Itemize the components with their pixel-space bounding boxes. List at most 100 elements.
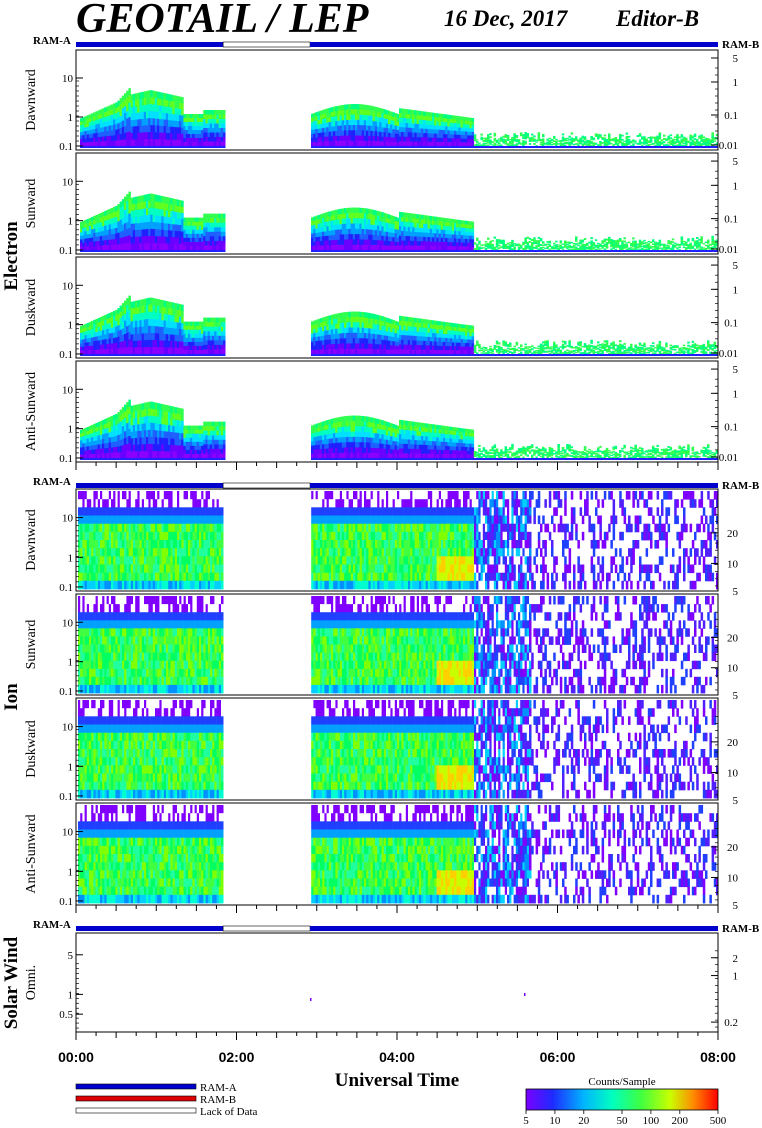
panel-groups: RAM-A RAM-B Electron 0.1 1 10 0.01 0.1 1 5 Dawnwar… bbox=[1, 35, 760, 1040]
chart-editor: Editor-B bbox=[615, 6, 699, 31]
solar-wind-omni-panel-right-tick-label: 1 bbox=[733, 971, 739, 983]
electron-sunward-panel-right-tick-label: 5 bbox=[733, 156, 739, 168]
ion-ram-bar: RAM-A RAM-B bbox=[33, 476, 760, 492]
electron-x-ticks bbox=[75, 461, 719, 470]
electron-ram-left-label: RAM-A bbox=[33, 35, 71, 47]
electron-sunward-panel-right-tick-label: 0.1 bbox=[724, 214, 738, 226]
electron-ram-right-label: RAM-B bbox=[722, 39, 760, 51]
ion-ram-right-label: RAM-B bbox=[722, 480, 760, 492]
electron-duskward-panel-left-tick-label: 0.1 bbox=[59, 349, 73, 361]
x-tick-label: 04:00 bbox=[379, 1049, 415, 1065]
ion-duskward-panel-frame bbox=[75, 697, 719, 801]
x-tick-label: 08:00 bbox=[700, 1049, 736, 1065]
ion-dawnward-panel-right-tick-label: 5 bbox=[733, 586, 739, 598]
solar-wind-omni-panel-left-tick-label: 0.5 bbox=[59, 1009, 73, 1021]
ion-dawnward-panel: 0.1 1 10 5 10 20 Dawnward bbox=[24, 488, 739, 598]
solar-wind-gap-segment bbox=[222, 925, 311, 932]
x-axis-label: Universal Time bbox=[335, 1070, 459, 1091]
electron-anti-sunward-panel-left-tick-label: 0.1 bbox=[59, 453, 73, 465]
electron-duskward-panel-right-tick-label: 5 bbox=[733, 260, 739, 272]
solar-wind-omni-panel: 0.5 1 5 0.2 1 2 Omni. bbox=[24, 932, 739, 1033]
electron-duskward-panel-frame bbox=[75, 256, 719, 359]
ion-gap-segment bbox=[222, 482, 311, 489]
ion-duskward-panel-right-tick-label: 20 bbox=[727, 737, 739, 749]
electron-anti-sunward-panel-left-tick-label: 1 bbox=[68, 424, 74, 436]
electron-dawnward-panel-left-tick-label: 10 bbox=[62, 73, 74, 85]
ion-ram-left-label: RAM-A bbox=[33, 476, 71, 488]
solar-wind-ram-right-label: RAM-B bbox=[722, 923, 760, 935]
solar-wind-omni-panel-heatmap bbox=[310, 993, 526, 1001]
electron-dawnward-panel-left-tick-label: 0.1 bbox=[59, 141, 73, 153]
electron-sunward-panel: 0.1 1 10 0.01 0.1 1 5 Sunward bbox=[24, 152, 739, 257]
electron-anti-sunward-panel-right-tick-label: 1 bbox=[733, 388, 739, 400]
ion-x-ticks bbox=[75, 904, 719, 913]
x-tick-label: 00:00 bbox=[58, 1049, 94, 1065]
electron-dawnward-panel-label: Dawnward bbox=[24, 69, 39, 130]
ion-ram-a-segment bbox=[310, 483, 718, 488]
chart-date: 16 Dec, 2017 bbox=[444, 6, 569, 31]
electron-sunward-panel-right-tick-label: 0.01 bbox=[719, 244, 738, 256]
colorbar-tick-label: 100 bbox=[643, 1115, 660, 1127]
ion-anti-sunward-panel-left-tick-label: 10 bbox=[62, 827, 74, 839]
solar-wind-omni-panel-left-tick-label: 5 bbox=[68, 950, 74, 962]
ion-dawnward-panel-heatmap bbox=[78, 491, 719, 590]
ion-sunward-panel-right-tick-label: 10 bbox=[727, 663, 739, 675]
ion-dawnward-panel-right-tick-label: 10 bbox=[727, 558, 739, 570]
electron-anti-sunward-panel-left-tick-label: 10 bbox=[62, 384, 74, 396]
ion-duskward-panel-heatmap bbox=[78, 700, 719, 799]
electron-dawnward-panel-frame bbox=[75, 49, 719, 151]
electron-anti-sunward-panel-right-tick-label: 5 bbox=[733, 364, 739, 376]
colorbar-tick-label: 20 bbox=[578, 1115, 590, 1127]
legend-label-lack-of-data: Lack of Data bbox=[200, 1106, 258, 1118]
electron-duskward-panel-right-tick-label: 1 bbox=[733, 284, 739, 296]
ion-anti-sunward-panel-label: Anti-Sunward bbox=[24, 814, 39, 893]
electron-dawnward-panel: 0.1 1 10 0.01 0.1 1 5 Dawnward bbox=[24, 49, 739, 153]
ion-duskward-panel-left-tick-label: 0.1 bbox=[59, 791, 73, 803]
electron-anti-sunward-panel-right-tick-label: 0.1 bbox=[724, 422, 738, 434]
colorbar-tick-label: 10 bbox=[549, 1115, 561, 1127]
ion-dawnward-panel-left-tick-label: 10 bbox=[62, 513, 74, 525]
ion-anti-sunward-panel: 0.1 1 10 5 10 20 Anti-Sunward bbox=[24, 802, 739, 912]
legend-label-ram-a: RAM-A bbox=[200, 1082, 237, 1094]
ion-sunward-panel-left-tick-label: 0.1 bbox=[59, 686, 73, 698]
ion-dawnward-panel-left-tick-label: 1 bbox=[68, 552, 74, 564]
electron-duskward-panel-left-tick-label: 10 bbox=[62, 280, 74, 292]
electron-sunward-panel-label: Sunward bbox=[24, 179, 39, 229]
electron-anti-sunward-panel-label: Anti-Sunward bbox=[24, 372, 39, 451]
legend-swatch-ram-a bbox=[75, 1083, 197, 1090]
colorbar: Counts/Sample 5 10 20 50 100 200 500 bbox=[523, 1076, 727, 1127]
colorbar-tick-label: 50 bbox=[617, 1115, 629, 1127]
ion-sunward-panel-left-tick-label: 10 bbox=[62, 617, 74, 629]
ion-anti-sunward-panel-left-tick-label: 1 bbox=[68, 866, 74, 878]
electron-dawnward-panel-right-tick-label: 1 bbox=[733, 77, 739, 89]
ion-sunward-panel-right-tick-label: 5 bbox=[733, 690, 739, 702]
electron-ram-a-segment bbox=[76, 42, 224, 47]
colorbar-ticks: 5 10 20 50 100 200 500 bbox=[523, 1110, 727, 1127]
electron-dawnward-panel-heatmap bbox=[80, 88, 719, 148]
electron-dawnward-panel-right-tick-label: 0.1 bbox=[724, 110, 738, 122]
solar-wind-omni-panel-right-tick-label: 2 bbox=[733, 953, 739, 965]
electron-dawnward-panel-left-tick-label: 1 bbox=[68, 112, 74, 124]
colorbar-title: Counts/Sample bbox=[588, 1076, 655, 1088]
electron-ram-bar: RAM-A RAM-B bbox=[33, 35, 760, 51]
ion-duskward-panel-right-tick-label: 10 bbox=[727, 767, 739, 779]
electron-dawnward-panel-right-tick-label: 0.01 bbox=[719, 140, 738, 152]
ion-anti-sunward-panel-right-tick-label: 10 bbox=[727, 872, 739, 884]
solar-wind-omni-panel-frame bbox=[75, 932, 719, 1033]
electron-duskward-panel-left-tick-label: 1 bbox=[68, 320, 74, 332]
electron-anti-sunward-panel: 0.1 1 10 0.01 0.1 1 5 Anti-Sunward bbox=[24, 360, 739, 465]
ion-duskward-panel-right-tick-label: 5 bbox=[733, 795, 739, 807]
ion-anti-sunward-panel-heatmap bbox=[78, 805, 719, 904]
solar-wind-group: RAM-A RAM-B Solar Wind 0.5 1 5 0.2 1 2 Omni. bbox=[1, 919, 760, 1040]
solar-wind-omni-panel-label: Omni. bbox=[24, 965, 39, 1000]
ion-sunward-panel-frame bbox=[75, 593, 719, 696]
electron-duskward-panel-label: Duskward bbox=[24, 279, 39, 337]
electron-dawnward-panel-right-tick-label: 5 bbox=[733, 53, 739, 65]
ion-dawnward-panel-right-tick-label: 20 bbox=[727, 528, 739, 540]
solar-wind-group-label: Solar Wind bbox=[1, 936, 22, 1029]
electron-sunward-panel-right-tick-label: 1 bbox=[733, 180, 739, 192]
electron-anti-sunward-panel-right-tick-label: 0.01 bbox=[719, 452, 738, 464]
ion-duskward-panel-label: Duskward bbox=[24, 720, 39, 778]
colorbar-gradient bbox=[525, 1088, 719, 1111]
